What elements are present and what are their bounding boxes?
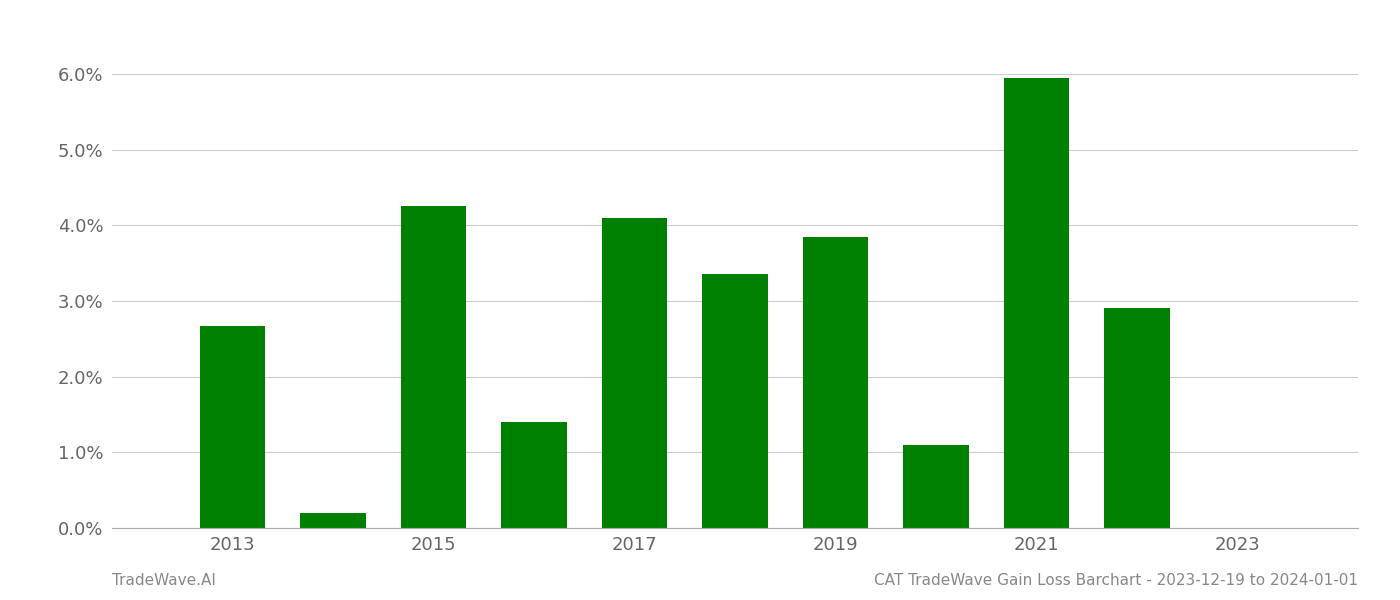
Bar bbox=[1004, 77, 1070, 528]
Bar bbox=[1105, 308, 1169, 528]
Bar bbox=[301, 513, 365, 528]
Text: TradeWave.AI: TradeWave.AI bbox=[112, 573, 216, 588]
Bar bbox=[903, 445, 969, 528]
Bar bbox=[602, 218, 668, 528]
Bar bbox=[703, 274, 767, 528]
Bar bbox=[200, 326, 265, 528]
Bar bbox=[802, 236, 868, 528]
Bar bbox=[400, 206, 466, 528]
Bar bbox=[501, 422, 567, 528]
Text: CAT TradeWave Gain Loss Barchart - 2023-12-19 to 2024-01-01: CAT TradeWave Gain Loss Barchart - 2023-… bbox=[874, 573, 1358, 588]
